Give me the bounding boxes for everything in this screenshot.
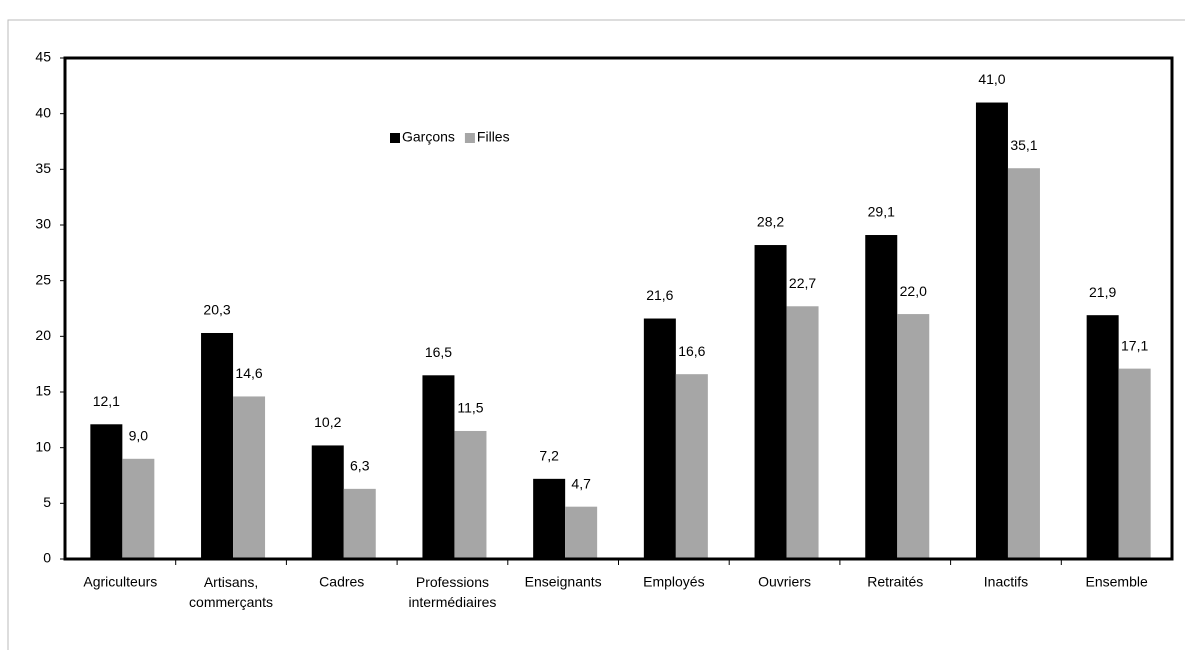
bar [865, 235, 898, 559]
x-tick-label: Retraités [867, 574, 923, 590]
bar [1086, 315, 1119, 559]
value-label: 17,1 [1121, 337, 1148, 353]
x-tick-label: Ouvriers [758, 574, 811, 590]
value-label: 29,1 [868, 204, 895, 220]
x-tick-label: Agriculteurs [83, 574, 157, 590]
legend-label: Garçons [402, 129, 455, 145]
value-label: 22,7 [789, 275, 816, 291]
bar [786, 306, 819, 559]
value-label: 21,6 [646, 287, 673, 303]
bar [643, 318, 676, 559]
bar [311, 445, 344, 559]
x-tick-label: Professions intermédiaires [408, 574, 496, 610]
x-tick-label: Inactifs [984, 574, 1028, 590]
bar [343, 488, 376, 559]
value-label: 28,2 [757, 214, 784, 230]
y-tick-label: 45 [35, 49, 51, 65]
y-tick-label: 0 [43, 550, 51, 566]
value-label: 35,1 [1010, 137, 1037, 153]
y-tick-label: 35 [35, 160, 51, 176]
bar [975, 102, 1008, 560]
value-label: 10,2 [314, 414, 341, 430]
y-tick-label: 40 [35, 104, 51, 120]
value-label: 21,9 [1089, 284, 1116, 300]
y-tick-label: 25 [35, 271, 51, 287]
y-tick-label: 5 [43, 494, 51, 510]
bar [675, 374, 708, 559]
bar [897, 314, 930, 559]
x-tick-label: Cadres [319, 574, 364, 590]
value-label: 12,1 [93, 393, 120, 409]
plot-border [63, 56, 1174, 561]
y-tick-label: 30 [35, 216, 51, 232]
value-label: 16,5 [425, 344, 452, 360]
y-tick-label: 10 [35, 438, 51, 454]
legend-swatch [390, 133, 400, 143]
bar [454, 430, 487, 559]
bar [90, 424, 123, 559]
x-tick-label: Ensemble [1086, 574, 1148, 590]
value-label: 41,0 [978, 71, 1005, 87]
y-tick-label: 15 [35, 383, 51, 399]
value-label: 9,0 [129, 428, 149, 444]
bar [201, 332, 234, 559]
bar [233, 396, 266, 559]
y-tick-label: 20 [35, 327, 51, 343]
bar [565, 506, 598, 559]
frame [7, 19, 1185, 650]
bar [754, 245, 787, 560]
value-label: 22,0 [900, 283, 927, 299]
x-tick-label: Employés [643, 574, 704, 590]
bar [122, 458, 155, 559]
value-label: 16,6 [678, 343, 705, 359]
value-label: 11,5 [457, 400, 483, 416]
x-tick-label: Enseignants [525, 574, 602, 590]
value-label: 7,2 [539, 448, 559, 464]
legend-swatch [464, 133, 475, 143]
value-label: 20,3 [203, 302, 230, 318]
bar [533, 478, 566, 559]
legend-label: Filles [477, 129, 510, 145]
x-tick-label: Artisans, commerçants [189, 574, 273, 610]
bar [1007, 168, 1040, 559]
value-label: 4,7 [571, 475, 591, 491]
bar [1118, 368, 1151, 559]
value-label: 6,3 [350, 458, 370, 474]
bar [422, 375, 455, 559]
value-label: 14,6 [235, 365, 262, 381]
